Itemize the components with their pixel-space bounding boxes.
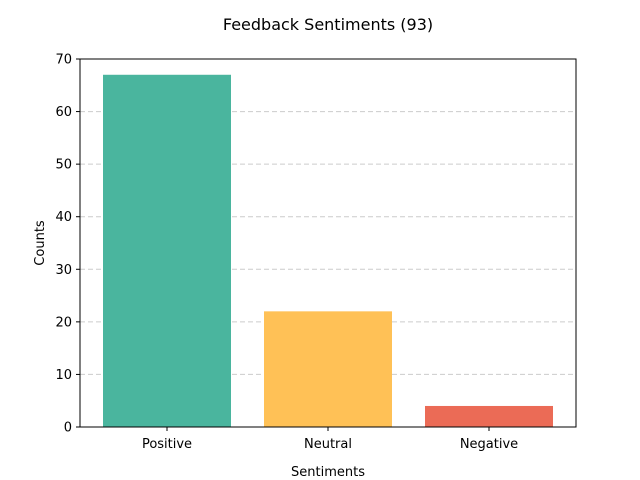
bar-neutral	[264, 311, 392, 427]
y-tick-label: 20	[55, 315, 72, 330]
x-tick-label: Negative	[460, 437, 518, 452]
x-tick-label: Positive	[142, 437, 192, 452]
x-axis-ticks: Positive Neutral Negative	[142, 427, 518, 452]
y-axis-label: Counts	[33, 220, 48, 266]
bar-positive	[103, 74, 231, 428]
bars	[103, 74, 553, 428]
y-tick-label: 60	[55, 105, 72, 120]
chart-title: Feedback Sentiments (93)	[223, 15, 433, 34]
y-tick-label: 70	[55, 53, 72, 68]
y-tick-label: 30	[55, 263, 72, 278]
x-axis-label: Sentiments	[291, 465, 365, 480]
y-tick-label: 50	[55, 158, 72, 173]
y-tick-label: 0	[64, 421, 72, 436]
y-tick-label: 40	[55, 210, 72, 225]
y-tick-label: 10	[55, 368, 72, 383]
x-tick-label: Neutral	[304, 437, 352, 452]
bar-negative	[425, 405, 553, 427]
y-axis-ticks: 0 10 20 30 40 50 60 70	[55, 53, 80, 436]
